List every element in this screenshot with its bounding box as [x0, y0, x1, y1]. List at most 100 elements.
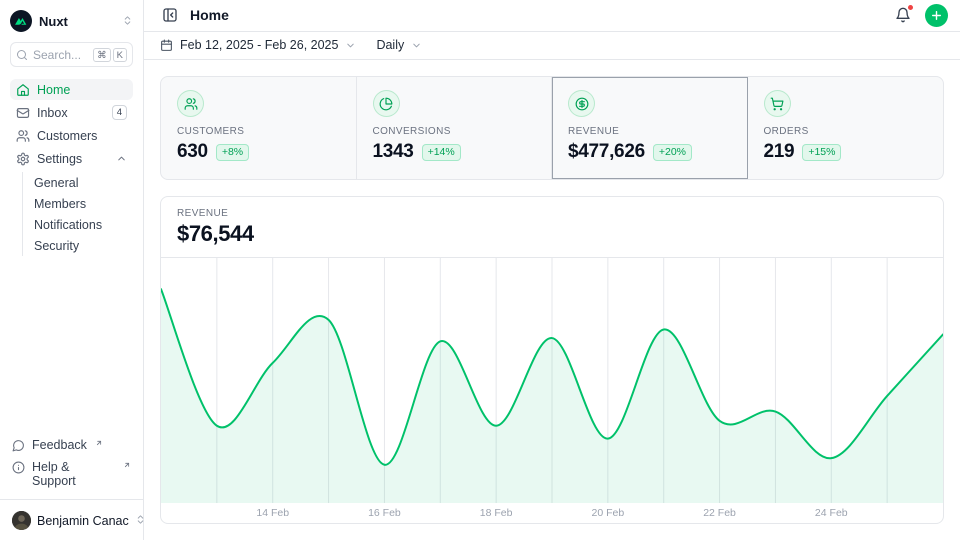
stat-delta-badge: +20%: [652, 143, 693, 161]
sidebar-item-label: Settings: [37, 151, 83, 166]
stat-label: CUSTOMERS: [177, 126, 245, 137]
search-shortcut: ⌘ K: [93, 47, 127, 62]
period-value: Daily: [376, 38, 405, 53]
plus-icon: [930, 9, 943, 22]
sidebar-item-security[interactable]: Security: [34, 238, 80, 253]
search-placeholder: Search...: [33, 47, 82, 62]
revenue-line: [161, 288, 943, 466]
chevrons-up-down-icon: [135, 513, 146, 528]
users-icon: [177, 90, 204, 117]
user-name: Benjamin Canac: [37, 513, 129, 528]
stat-label: REVENUE: [568, 126, 620, 137]
divider: [0, 499, 143, 500]
page-title: Home: [190, 7, 229, 24]
workspace-switcher[interactable]: Nuxt: [10, 8, 133, 42]
stat-delta-badge: +15%: [802, 143, 842, 161]
stat-card-customers[interactable]: CUSTOMERS 630 +8%: [161, 77, 357, 179]
sidebar-item-settings[interactable]: Settings: [10, 148, 133, 169]
area-fill: [161, 289, 943, 504]
inbox-count-badge: 4: [111, 105, 127, 120]
stats-row: CUSTOMERS 630 +8% CONVERSIONS 1343 +14%: [160, 76, 944, 180]
x-tick-label: 24 Feb: [814, 507, 848, 520]
chart-header: REVENUE $76,544: [161, 197, 943, 258]
sidebar-item-label: Home: [37, 82, 71, 97]
workspace-name: Nuxt: [39, 13, 68, 29]
x-tick-label: 22 Feb: [703, 507, 736, 520]
home-icon: [16, 83, 30, 97]
feedback-label: Feedback: [32, 438, 87, 452]
calendar-icon: [160, 39, 173, 52]
pie-chart-icon: [372, 90, 400, 117]
revenue-area-chart[interactable]: [161, 258, 943, 504]
page-header: Home: [144, 0, 960, 32]
search-icon: [16, 49, 28, 61]
stat-value: 630: [177, 141, 208, 162]
bell-icon: [895, 7, 911, 23]
chevrons-up-down-icon: [122, 14, 133, 29]
stat-card-conversions[interactable]: CONVERSIONS 1343 +14%: [357, 77, 552, 179]
settings-submenu: General Members Notifications Security: [22, 172, 133, 256]
x-tick-label: 16 Feb: [368, 507, 401, 520]
sidebar-nav: Home Inbox 4 Customers Settings: [10, 79, 133, 257]
stat-delta-badge: +14%: [421, 143, 461, 161]
sidebar-item-label: Inbox: [37, 105, 68, 120]
external-link-icon: [95, 436, 103, 450]
x-tick-label: 14 Feb: [256, 507, 290, 520]
chart-total-value: $76,544: [177, 221, 254, 246]
message-circle-icon: [12, 439, 25, 452]
chart-x-axis: 14 Feb 16 Feb 18 Feb 20 Feb 22 Feb 24 Feb: [161, 503, 943, 523]
feedback-link[interactable]: Feedback: [10, 435, 133, 455]
period-select[interactable]: Daily: [376, 38, 422, 52]
avatar: [12, 511, 31, 530]
notification-dot: [907, 4, 914, 12]
notifications-button[interactable]: [893, 4, 914, 25]
header-actions: [893, 3, 948, 27]
dollar-circle-icon: [568, 90, 595, 117]
search-input[interactable]: Search... ⌘ K: [10, 42, 133, 67]
sidebar-item-notifications[interactable]: Notifications: [34, 217, 103, 232]
chart-canvas[interactable]: [161, 258, 943, 504]
sidebar-item-inbox[interactable]: Inbox 4: [10, 102, 133, 123]
users-icon: [16, 129, 30, 143]
inbox-icon: [16, 106, 30, 120]
help-support-label: Help & Support: [32, 460, 76, 488]
sidebar: Nuxt Search... ⌘ K Home: [0, 0, 144, 540]
sidebar-item-general[interactable]: General: [34, 175, 79, 190]
user-menu[interactable]: Benjamin Canac: [10, 502, 143, 532]
sidebar-item-customers[interactable]: Customers: [10, 125, 133, 146]
stat-value: $477,626: [568, 141, 645, 162]
stat-label: CONVERSIONS: [372, 126, 451, 137]
sidebar-footer: Feedback Help & Support Benjamin: [0, 435, 143, 532]
sidebar-item-members[interactable]: Members: [34, 196, 87, 211]
gear-icon: [16, 152, 30, 166]
date-range-value: Feb 12, 2025 - Feb 26, 2025: [180, 38, 339, 53]
stat-value: 1343: [372, 141, 414, 162]
dashboard-content: CUSTOMERS 630 +8% CONVERSIONS 1343 +14%: [144, 60, 960, 540]
stat-value: 219: [763, 141, 795, 162]
sidebar-item-home[interactable]: Home: [10, 79, 133, 100]
stat-label: ORDERS: [763, 126, 809, 137]
stat-delta-badge: +8%: [215, 143, 250, 161]
add-button[interactable]: [925, 3, 948, 27]
stat-card-orders[interactable]: ORDERS 219 +15%: [748, 77, 944, 179]
chevron-down-icon: [345, 40, 356, 51]
external-link-icon: [123, 458, 131, 472]
kbd-cmd: ⌘: [93, 47, 111, 62]
chevron-up-icon: [116, 153, 127, 164]
panel-collapse-icon: [162, 7, 178, 23]
filters-toolbar: Feb 12, 2025 - Feb 26, 2025 Daily: [144, 31, 960, 60]
revenue-chart-card: REVENUE $76,544 14 Feb 16 Feb 18 Feb 20 Feb…: [160, 196, 944, 524]
main-area: Home Feb 12, 2: [144, 0, 960, 540]
cart-icon: [763, 90, 791, 117]
sidebar-collapse-button[interactable]: [160, 5, 180, 25]
x-tick-label: 18 Feb: [479, 507, 513, 520]
nuxt-logo-icon: [10, 10, 32, 32]
stat-card-revenue[interactable]: REVENUE $477,626 +20%: [552, 77, 748, 179]
date-range-picker[interactable]: Feb 12, 2025 - Feb 26, 2025: [160, 38, 356, 52]
sidebar-item-label: Customers: [37, 128, 98, 143]
kbd-k: K: [112, 47, 127, 62]
info-circle-icon: [12, 461, 25, 474]
help-support-link[interactable]: Help & Support: [10, 457, 133, 491]
chevron-down-icon: [411, 40, 422, 51]
